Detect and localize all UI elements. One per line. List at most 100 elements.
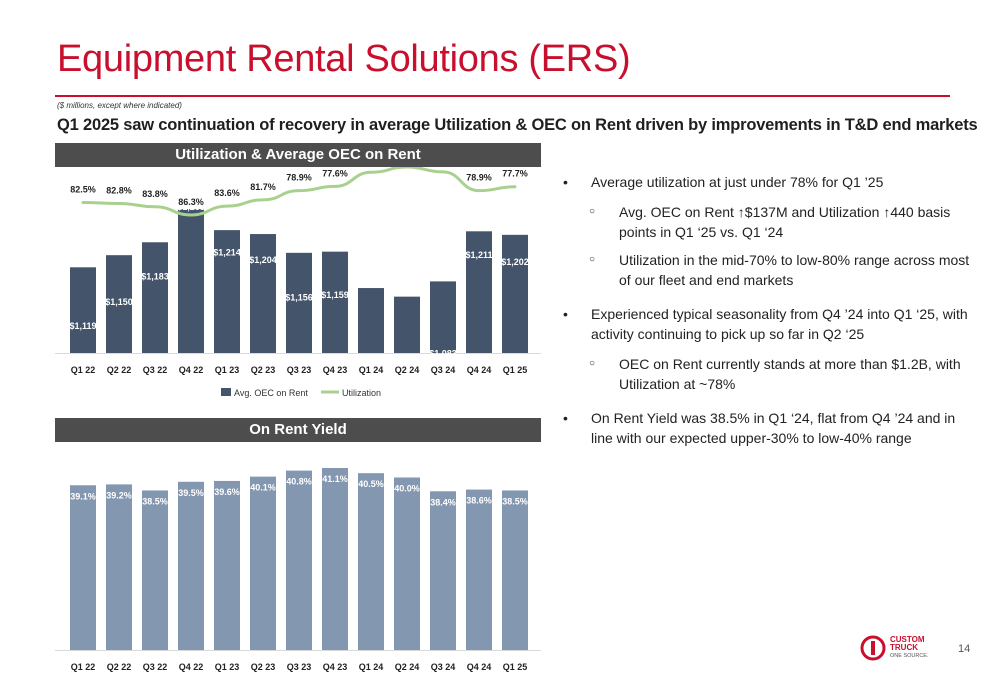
utilization-label: 83.6% [214,188,240,198]
x-tick-label: Q4 22 [179,662,204,672]
yield-bar-label: 38.6% [466,496,492,506]
yield-bar [250,476,276,650]
x-tick-label: Q1 22 [71,365,96,375]
legend-label-utilization: Utilization [342,388,381,398]
yield-bar [502,490,528,650]
page-title: Equipment Rental Solutions (ERS) [57,38,631,80]
yield-bar-label: 38.5% [142,496,168,506]
x-tick-label: Q1 23 [215,365,240,375]
x-tick-label: Q2 23 [251,662,276,672]
x-tick-label: Q3 23 [287,662,312,672]
bullet-list: • Average utilization at just under 78% f… [563,172,973,458]
yield-bar [70,485,96,650]
x-tick-label: Q2 24 [395,365,420,375]
utilization-label: 78.9% [466,173,492,183]
x-tick-label: Q4 23 [323,365,348,375]
oec-bar [394,296,420,353]
oec-bar [70,267,96,353]
oec-bar-label: $1,214 [213,248,241,258]
oec-bar [142,242,168,353]
x-tick-label: Q3 24 [431,365,456,375]
oec-bar-label: $1,159 [321,290,349,300]
oec-bar-label: $1,150 [105,297,133,307]
oec-bar-label: $1,119 [69,321,96,331]
bullet-item: • Average utilization at just under 78% f… [563,172,973,192]
sub-bullet-text: Avg. OEC on Rent ↑$137M and Utilization … [619,204,951,240]
legend-swatch-oec [221,388,231,396]
x-tick-label: Q3 23 [287,365,312,375]
x-tick-label: Q1 24 [359,662,384,672]
x-tick-label: Q2 22 [107,662,132,672]
x-tick-label: Q3 24 [431,662,456,672]
chart2-title: On Rent Yield [55,418,541,442]
x-tick-label: Q1 25 [503,662,528,672]
x-tick-label: Q2 22 [107,365,132,375]
oec-bar-label: $1,083 [429,349,457,359]
units-note: ($ millions, except where indicated) [57,101,182,110]
oec-bar-label: $1,044 [393,379,421,389]
yield-bar [214,480,240,650]
x-tick-label: Q4 24 [467,365,492,375]
x-tick-label: Q1 23 [215,662,240,672]
title-divider [55,95,950,97]
yield-bar [286,470,312,650]
on-rent-yield-chart: 39.1% Q1 22 39.2% Q2 22 38.5% Q3 22 39.5% Q4 22… [55,468,541,672]
oec-bar [178,209,204,353]
bullet-item: • On Rent Yield was 38.5% in Q1 ‘24, flat… [563,408,973,448]
x-tick-label: Q1 25 [503,365,528,375]
sub-bullet-text: OEC on Rent currently stands at more tha… [619,356,961,392]
yield-bar-label: 39.6% [214,487,240,497]
bullet-dot-icon: • [563,174,568,190]
utilization-label: 82.8% [106,185,132,195]
circle-bullet-icon: ○ [589,358,596,369]
x-tick-label: Q4 23 [323,662,348,672]
yield-bar-label: 40.8% [286,477,312,487]
x-tick-label: Q2 24 [395,662,420,672]
yield-bar-label: 39.1% [70,491,96,501]
yield-bar-label: 40.0% [394,483,420,493]
oec-bar-label: $1,156 [285,292,313,302]
bullet-text: Experienced typical seasonality from Q4 … [591,306,968,342]
oec-bar-label: $1,066 [357,362,385,372]
yield-bar [322,468,348,650]
yield-bar [466,489,492,650]
custom-truck-logo-icon: CUSTOM TRUCK ONE SOURCE. [860,635,929,661]
bullet-item: • Experienced typical seasonality from Q4… [563,304,973,344]
bullet-text: Average utilization at just under 78% fo… [591,174,884,190]
utilization-label: 86.3% [178,197,204,207]
logo-line2: TRUCK [890,643,918,652]
yield-bar [394,477,420,650]
logo-line1: CUSTOM [890,635,925,644]
yield-bar-label: 40.1% [250,483,276,493]
oec-bar [430,281,456,353]
oec-bar [322,251,348,353]
utilization-label: 77.6% [322,168,348,178]
yield-bar-label: 38.5% [502,496,528,506]
sub-bullet-item: ○ OEC on Rent currently stands at more th… [563,354,973,394]
bullet-text: On Rent Yield was 38.5% in Q1 ‘24, flat … [591,410,956,446]
utilization-label: 82.5% [70,185,96,195]
oec-bar-label: $1,268 [177,202,205,212]
utilization-label: 83.8% [142,189,168,199]
yield-bar [106,484,132,650]
oec-bar-label: $1,202 [501,257,529,267]
yield-bar-label: 40.5% [358,479,384,489]
yield-bar [358,473,384,650]
chart1-title: Utilization & Average OEC on Rent [55,143,541,167]
x-tick-label: Q4 22 [179,365,204,375]
oec-bar-label: $1,204 [249,255,277,265]
utilization-label: 77.7% [502,169,528,179]
oec-bar [214,230,240,353]
circle-bullet-icon: ○ [589,254,596,265]
yield-bar [430,491,456,650]
x-tick-label: Q2 23 [251,365,276,375]
yield-bar-label: 39.2% [106,490,132,500]
legend-label-oec: Avg. OEC on Rent [234,388,308,398]
bullet-dot-icon: • [563,410,568,426]
x-tick-label: Q1 24 [359,365,384,375]
utilization-oec-chart: $1,119 Q1 22 82.5% $1,150 Q2 22 82.8% $1,183 Q3… [55,167,541,398]
yield-bar-label: 39.5% [178,488,204,498]
oec-bar-label: $1,183 [141,271,169,281]
oec-bar-label: $1,211 [465,250,492,260]
page-number: 14 [958,643,971,655]
